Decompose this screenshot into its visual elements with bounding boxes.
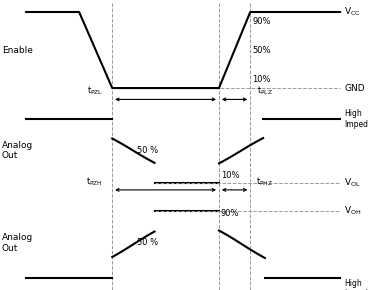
- Text: 50 %: 50 %: [137, 238, 158, 247]
- Text: t$_{\rm PZL}$: t$_{\rm PZL}$: [87, 84, 103, 97]
- Text: V$_{\rm CC}$: V$_{\rm CC}$: [344, 6, 361, 18]
- Text: Enable: Enable: [2, 46, 33, 55]
- Text: V$_{\rm OL}$: V$_{\rm OL}$: [344, 176, 361, 189]
- Text: High
Impedance: High Impedance: [344, 279, 368, 290]
- Text: V$_{\rm OH}$: V$_{\rm OH}$: [344, 205, 361, 217]
- Text: 90%: 90%: [221, 209, 239, 218]
- Text: t$_{\rm PZH}$: t$_{\rm PZH}$: [86, 175, 103, 188]
- Text: 50 %: 50 %: [137, 146, 158, 155]
- Text: t$_{\rm PLZ}$: t$_{\rm PLZ}$: [257, 84, 273, 97]
- Text: High
Impedance: High Impedance: [344, 109, 368, 128]
- Text: GND: GND: [344, 84, 365, 93]
- Text: 10%: 10%: [252, 75, 270, 84]
- Text: t$_{\rm PHZ}$: t$_{\rm PHZ}$: [256, 175, 273, 188]
- Text: Analog
Out: Analog Out: [2, 141, 33, 160]
- Text: 50%: 50%: [252, 46, 270, 55]
- Text: 10%: 10%: [221, 171, 239, 180]
- Text: 90%: 90%: [252, 17, 270, 26]
- Text: Analog
Out: Analog Out: [2, 233, 33, 253]
